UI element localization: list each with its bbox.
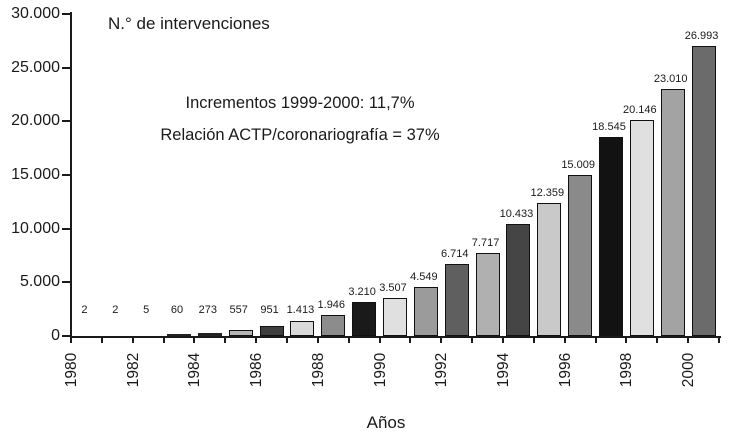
bar-value-label: 3.507 — [379, 282, 407, 295]
x-axis-title: Años — [366, 413, 406, 432]
x-axis-year-label: 1986 — [248, 352, 266, 388]
x-axis-tick — [131, 337, 134, 343]
x-axis-tick — [409, 337, 412, 343]
bar-value-label: 951 — [260, 304, 279, 316]
x-axis-year-label: 1992 — [433, 352, 451, 388]
x-axis-tick — [193, 337, 196, 343]
bar-1994 — [506, 224, 530, 336]
bar-1984 — [198, 333, 222, 336]
x-axis-tick — [502, 337, 504, 343]
bar-1985 — [229, 330, 253, 336]
bar-value-label: 12.359 — [530, 187, 565, 200]
bar-1986 — [260, 326, 284, 336]
x-axis-tick — [255, 337, 258, 343]
x-axis-year-label: 1998 — [618, 352, 636, 388]
bar-1995 — [537, 203, 561, 336]
bar-value-label: 2 — [81, 304, 88, 316]
x-axis-line — [70, 336, 721, 338]
x-axis-year-label: 1990 — [371, 352, 389, 388]
bar-value-label: 26.993 — [684, 30, 719, 43]
bar-1998 — [630, 120, 654, 336]
x-axis-year-label: 2000 — [680, 352, 698, 388]
x-axis-tick — [656, 337, 659, 343]
bar-1997 — [599, 137, 623, 336]
annotation-block: Incrementos 1999-2000: 11,7% Relación AC… — [110, 87, 490, 151]
bar-value-label: 7.717 — [471, 237, 500, 250]
y-axis-tick — [62, 66, 71, 69]
y-axis-tick — [62, 120, 71, 123]
y-axis-tick-label: 0 — [51, 327, 60, 344]
bar-1988 — [321, 315, 345, 336]
bar-value-label: 15.009 — [561, 158, 595, 171]
annotation-increment-1999-2000: Incrementos 1999-2000: 11,7% — [185, 94, 415, 112]
bar-value-label: 5 — [143, 304, 150, 316]
x-axis-tick — [563, 337, 566, 343]
y-axis-tick — [62, 227, 71, 230]
x-axis-year-label: 1996 — [556, 352, 574, 388]
chart-title: N.° de intervenciones — [108, 14, 270, 33]
bar-value-label: 1.946 — [317, 299, 346, 312]
bar-value-label: 18.545 — [592, 120, 626, 133]
annotation-actp-coronariografia-ratio: Relación ACTP/coronariografía = 37% — [160, 126, 440, 144]
x-axis-year-label: 1994 — [495, 352, 512, 388]
bar-value-label: 557 — [229, 304, 248, 316]
bar-1999 — [661, 89, 685, 336]
y-axis-tick — [62, 13, 71, 15]
bar-value-label: 60 — [170, 304, 184, 316]
x-axis-tick — [687, 337, 690, 343]
x-axis-tick — [347, 337, 350, 343]
bar-value-label: 4.549 — [410, 271, 438, 284]
x-axis-tick — [70, 337, 72, 343]
x-axis-tick — [594, 337, 597, 343]
y-axis-tick-label: 15.000 — [11, 166, 60, 183]
y-axis-tick — [62, 174, 71, 176]
bar-1987 — [290, 321, 314, 336]
x-axis-tick — [718, 337, 720, 343]
bar-1983 — [167, 334, 191, 336]
bar-value-label: 6.714 — [440, 247, 469, 260]
x-axis-tick — [625, 337, 628, 343]
x-axis-tick — [440, 337, 443, 343]
bar-2000 — [692, 46, 716, 336]
bar-value-label: 3.210 — [348, 285, 376, 298]
x-axis-tick — [162, 337, 165, 343]
x-axis-year-label: 1980 — [63, 352, 80, 388]
bar-value-label: 23.010 — [653, 73, 688, 86]
bar-value-label: 273 — [198, 304, 218, 316]
bar-1990 — [383, 298, 407, 336]
x-axis-year-label: 1982 — [124, 352, 142, 388]
y-axis-tick-label: 10.000 — [11, 219, 60, 237]
y-axis-tick-label: 5.000 — [19, 273, 60, 291]
bar-value-label: 1.413 — [286, 304, 315, 316]
bar-value-label: 2 — [112, 304, 119, 316]
bar-value-label: 10.433 — [499, 208, 534, 221]
x-axis-tick — [532, 337, 535, 343]
bar-1993 — [476, 253, 500, 336]
x-axis-tick — [286, 337, 288, 343]
bar-1989 — [352, 302, 376, 336]
x-axis-tick — [471, 337, 474, 343]
y-axis-tick — [62, 281, 71, 284]
x-axis-year-label: 1984 — [186, 352, 204, 388]
x-axis-tick — [316, 337, 319, 343]
y-axis-tick — [62, 335, 71, 337]
x-axis-tick — [224, 337, 227, 343]
bar-1996 — [568, 175, 592, 336]
x-axis-tick — [100, 337, 103, 343]
y-axis-tick-label: 30.000 — [11, 5, 60, 22]
bar-1992 — [445, 264, 469, 336]
y-axis-tick-label: 20.000 — [11, 112, 60, 130]
bar-1991 — [414, 287, 438, 336]
y-axis-line — [70, 12, 72, 338]
bar-value-label: 20.146 — [623, 103, 657, 116]
x-axis-tick — [378, 337, 381, 343]
x-axis-year-label: 1988 — [309, 352, 327, 388]
y-axis-tick-label: 25.000 — [11, 58, 60, 76]
